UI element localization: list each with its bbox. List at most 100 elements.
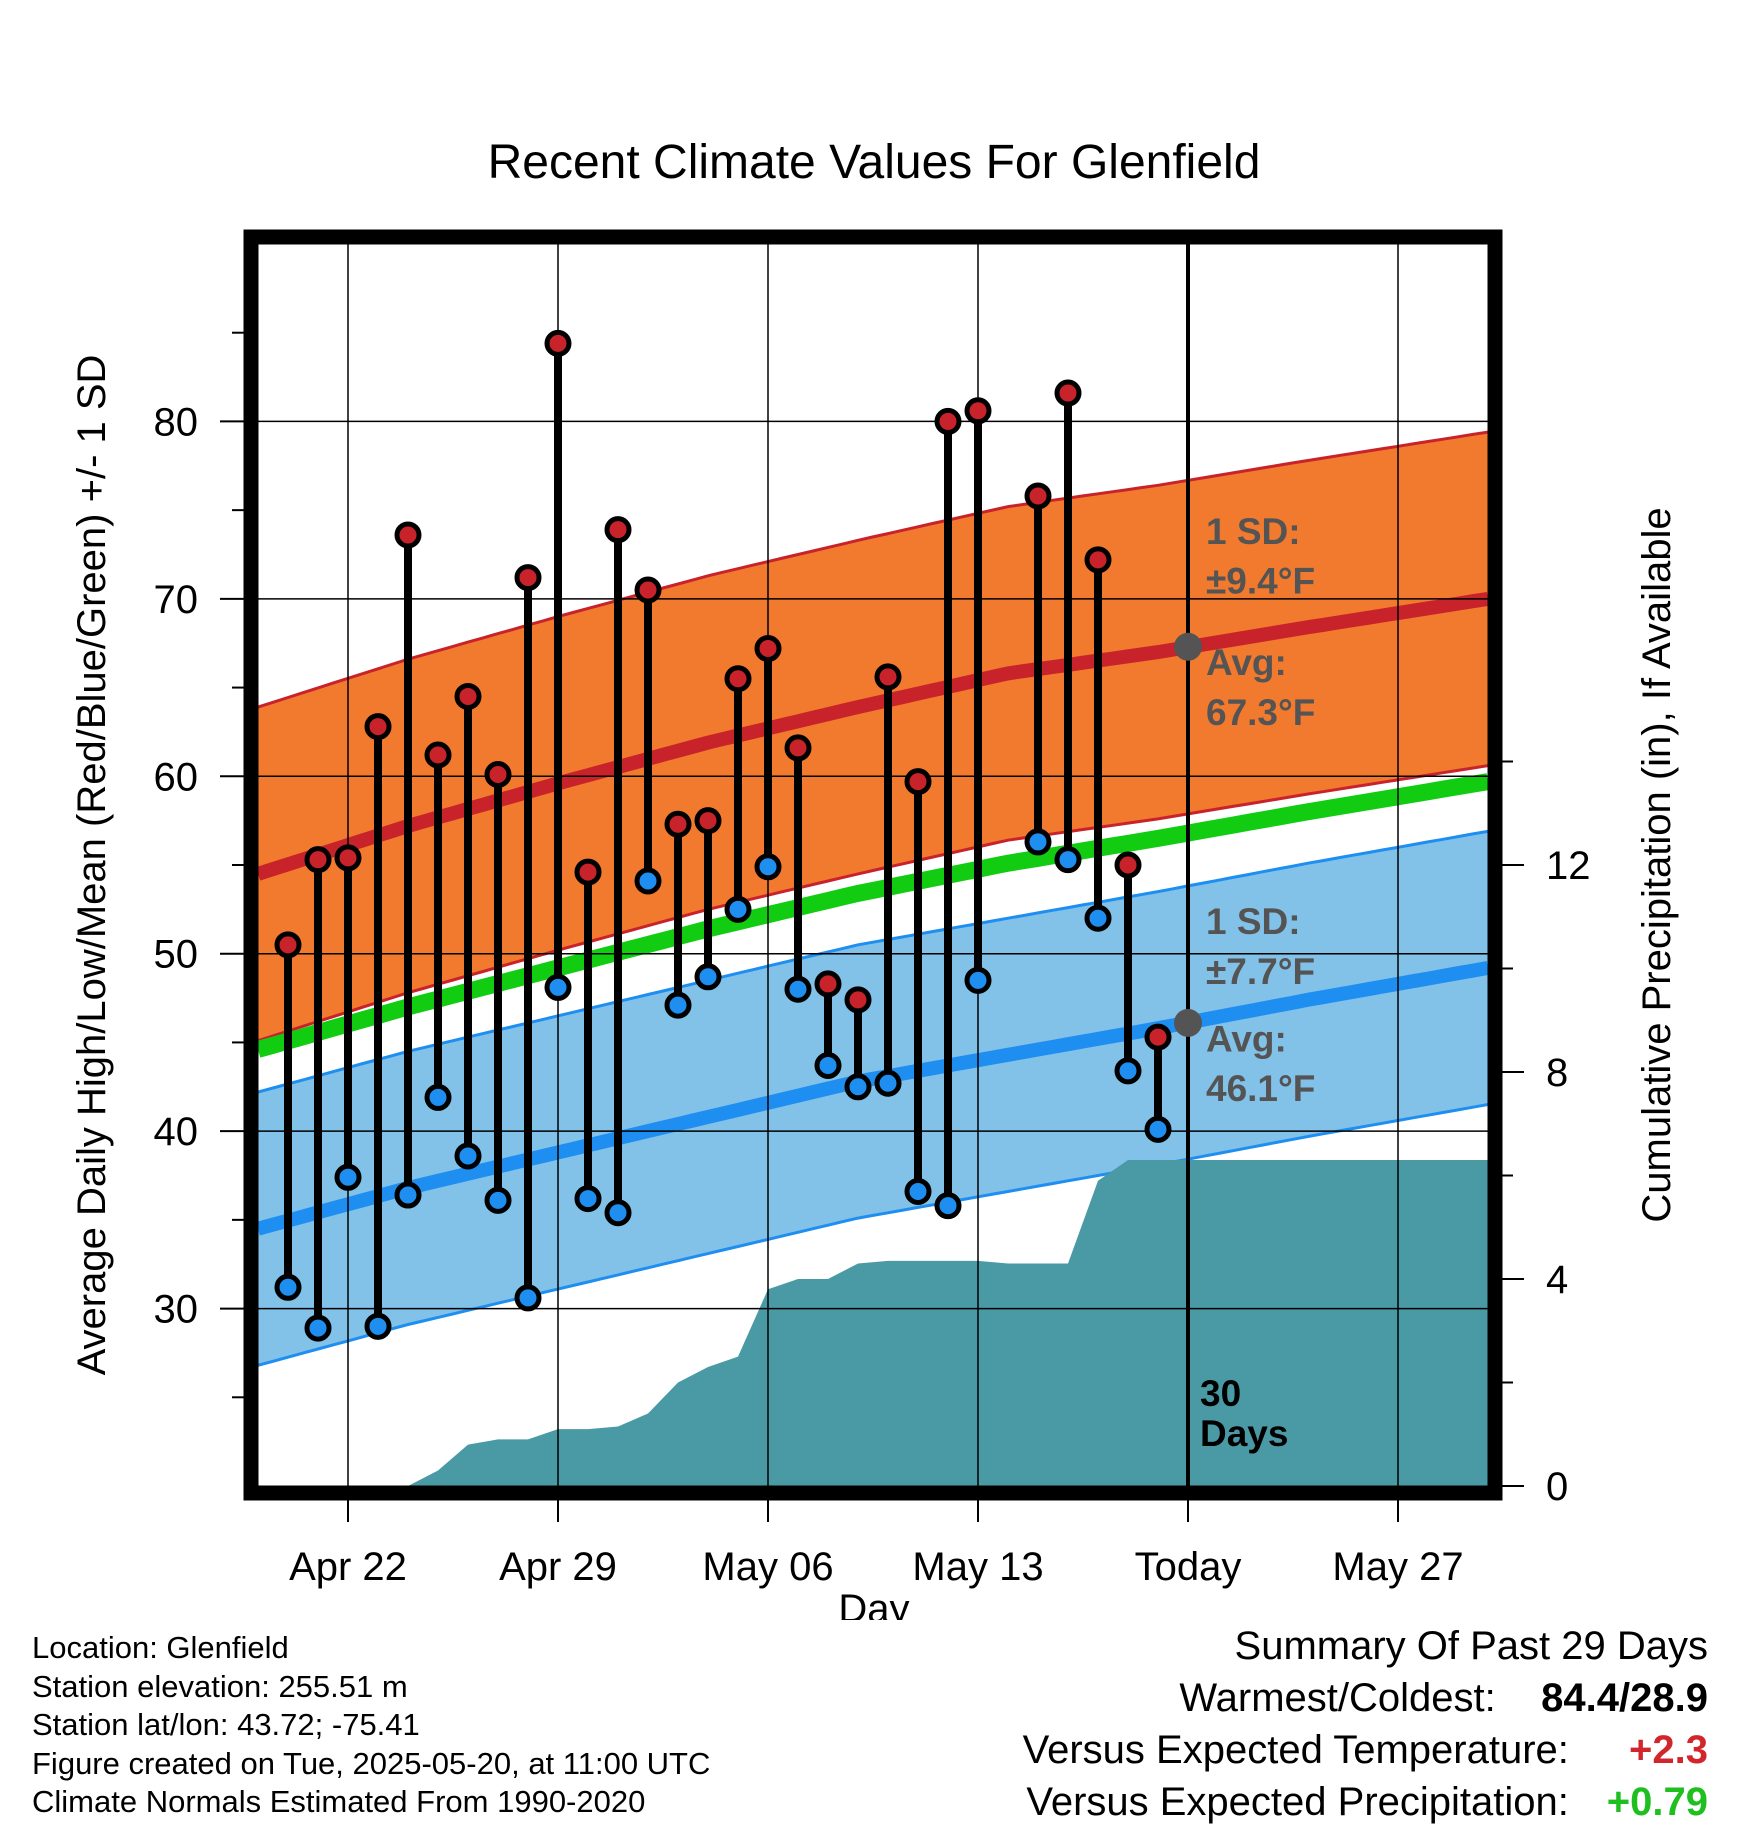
daily-low-point [424,1083,452,1111]
plot-area: 1 SD: ±9.4°F Avg: 67.3°F 1 SD: ±7.7°F Avg: 46.1… [258,244,1488,1486]
x-tick-label: May 06 [702,1545,833,1589]
y2-tick-label: 0 [1546,1465,1568,1509]
daily-low-point [364,1312,392,1340]
high-avg-label: Avg: [1206,642,1287,683]
today-days-label-line: 30 [1200,1373,1241,1414]
low-sd-band-lower-edge [258,1103,1488,1367]
x-tick-label: May 27 [1332,1545,1463,1589]
daily-high-point [424,741,452,769]
daily-high-point [454,682,482,710]
chart-title: Recent Climate Values For Glenfield [488,136,1261,189]
daily-low-point [334,1163,362,1191]
low-avg-value: 46.1°F [1206,1068,1315,1109]
daily-high-point [904,768,932,796]
daily-low-point [604,1199,632,1227]
precip-value: +0.79 [1606,1780,1708,1824]
daily-low-point [934,1192,962,1220]
high-sd-label: 1 SD: [1206,511,1301,552]
temp-value: +2.3 [1629,1728,1708,1772]
daily-low-point [904,1177,932,1205]
precip-area [258,1160,1488,1486]
daily-low-point [1024,828,1052,856]
daily-high-point [634,576,662,604]
low-normal-line [258,961,1488,1236]
daily-low-point [514,1284,542,1312]
daily-high-point [814,970,842,998]
warm-cold-label: Warmest/Coldest: [1179,1676,1496,1720]
daily-low-point [964,966,992,994]
daily-low-point [724,895,752,923]
precip-row: Versus Expected Precipitation: +0.79 [1023,1776,1708,1828]
high-avg-value: 67.3°F [1206,692,1315,733]
daily-high-point [964,397,992,425]
y-tick-label: 40 [154,1110,199,1154]
daily-high-point [484,761,512,789]
latlon-text: Station lat/lon: 43.72; -75.41 [32,1707,420,1742]
y-tick-label: 50 [154,933,199,977]
daily-low-point [574,1185,602,1213]
mean-normal-line [258,773,1488,1058]
daily-high-point [694,807,722,835]
y-tick-label: 70 [154,578,199,622]
today-days-label: 30 Days [1200,1373,1288,1454]
daily-low-point [874,1069,902,1097]
x-tick-label: Today [1135,1545,1242,1589]
daily-low-point [664,991,692,1019]
warm-cold-value: 84.4/28.9 [1541,1676,1708,1720]
daily-high-point [844,986,872,1014]
daily-low-point [394,1181,422,1209]
daily-high-point [574,858,602,886]
created-text: Figure created on Tue, 2025-05-20, at 11… [32,1745,711,1781]
y-tick-label: 80 [154,400,199,444]
temp-row: Versus Expected Temperature: +2.3 [1023,1724,1708,1776]
daily-low-point [274,1273,302,1301]
daily-high-point [784,734,812,762]
daily-high-point [754,635,782,663]
y-axis-label: Average Daily High/Low/Mean (Red/Blue/Gr… [70,355,114,1376]
axes: 30 40 50 60 70 80 0 4 8 12 Apr 22 Apr 29 May 06 May 1… [154,229,1591,1589]
high-sd-band [258,432,1488,1041]
summary-panel: Summary Of Past 29 Days Warmest/Coldest:… [1023,1620,1708,1828]
daily-low-point [304,1314,332,1342]
daily-high-point [334,844,362,872]
daily-low-point [484,1186,512,1214]
location-text: Location: Glenfield [32,1630,289,1665]
x-tick-label: May 13 [912,1545,1043,1589]
daily-high-point [394,521,422,549]
daily-high-point [1144,1023,1172,1051]
daily-high-point [544,329,572,357]
y2-axis-label: Cumulative Precipitation (in), If Availa… [1635,507,1679,1222]
x-axis-label: Day [838,1587,909,1620]
today-low-avg-marker [1174,1008,1202,1037]
daily-high-point [1114,851,1142,879]
daily-low-point [544,973,572,1001]
daily-high-point [724,665,752,693]
y2-tick-label: 12 [1546,844,1591,888]
elevation-text: Station elevation: 255.51 m [32,1668,408,1704]
high-sd-band-lower-edge [258,764,1488,1043]
daily-low-point [844,1073,872,1101]
daily-high-point [274,931,302,959]
daily-high-point [934,407,962,435]
daily-high-point [1054,379,1082,407]
daily-low-point [754,853,782,881]
today-high-avg-marker [1174,632,1202,661]
x-tick-label: Apr 22 [289,1545,407,1589]
daily-high-point [304,846,332,874]
low-avg-label: Avg: [1206,1018,1287,1059]
plot-content: 1 SD: ±9.4°F Avg: 67.3°F 1 SD: ±7.7°F Avg: 46.1… [258,244,1488,1486]
low-sd-value: ±7.7°F [1206,951,1315,992]
summary-heading: Summary Of Past 29 Days [1234,1624,1708,1668]
high-sd-band-upper-edge [258,430,1488,709]
low-sd-band [258,831,1488,1366]
climate-chart: Recent Climate Values For Glenfield 1 SD… [70,136,1679,1620]
daily-low-point [1054,846,1082,874]
daily-high-point [1024,482,1052,510]
daily-low-point [1144,1115,1172,1143]
y-tick-label: 30 [154,1288,199,1332]
y2-tick-label: 8 [1546,1051,1568,1095]
daily-low-point [694,963,722,991]
today-days-label-line: Days [1200,1413,1288,1454]
daily-high-point [874,663,902,691]
low-sd-label: 1 SD: [1206,901,1301,942]
